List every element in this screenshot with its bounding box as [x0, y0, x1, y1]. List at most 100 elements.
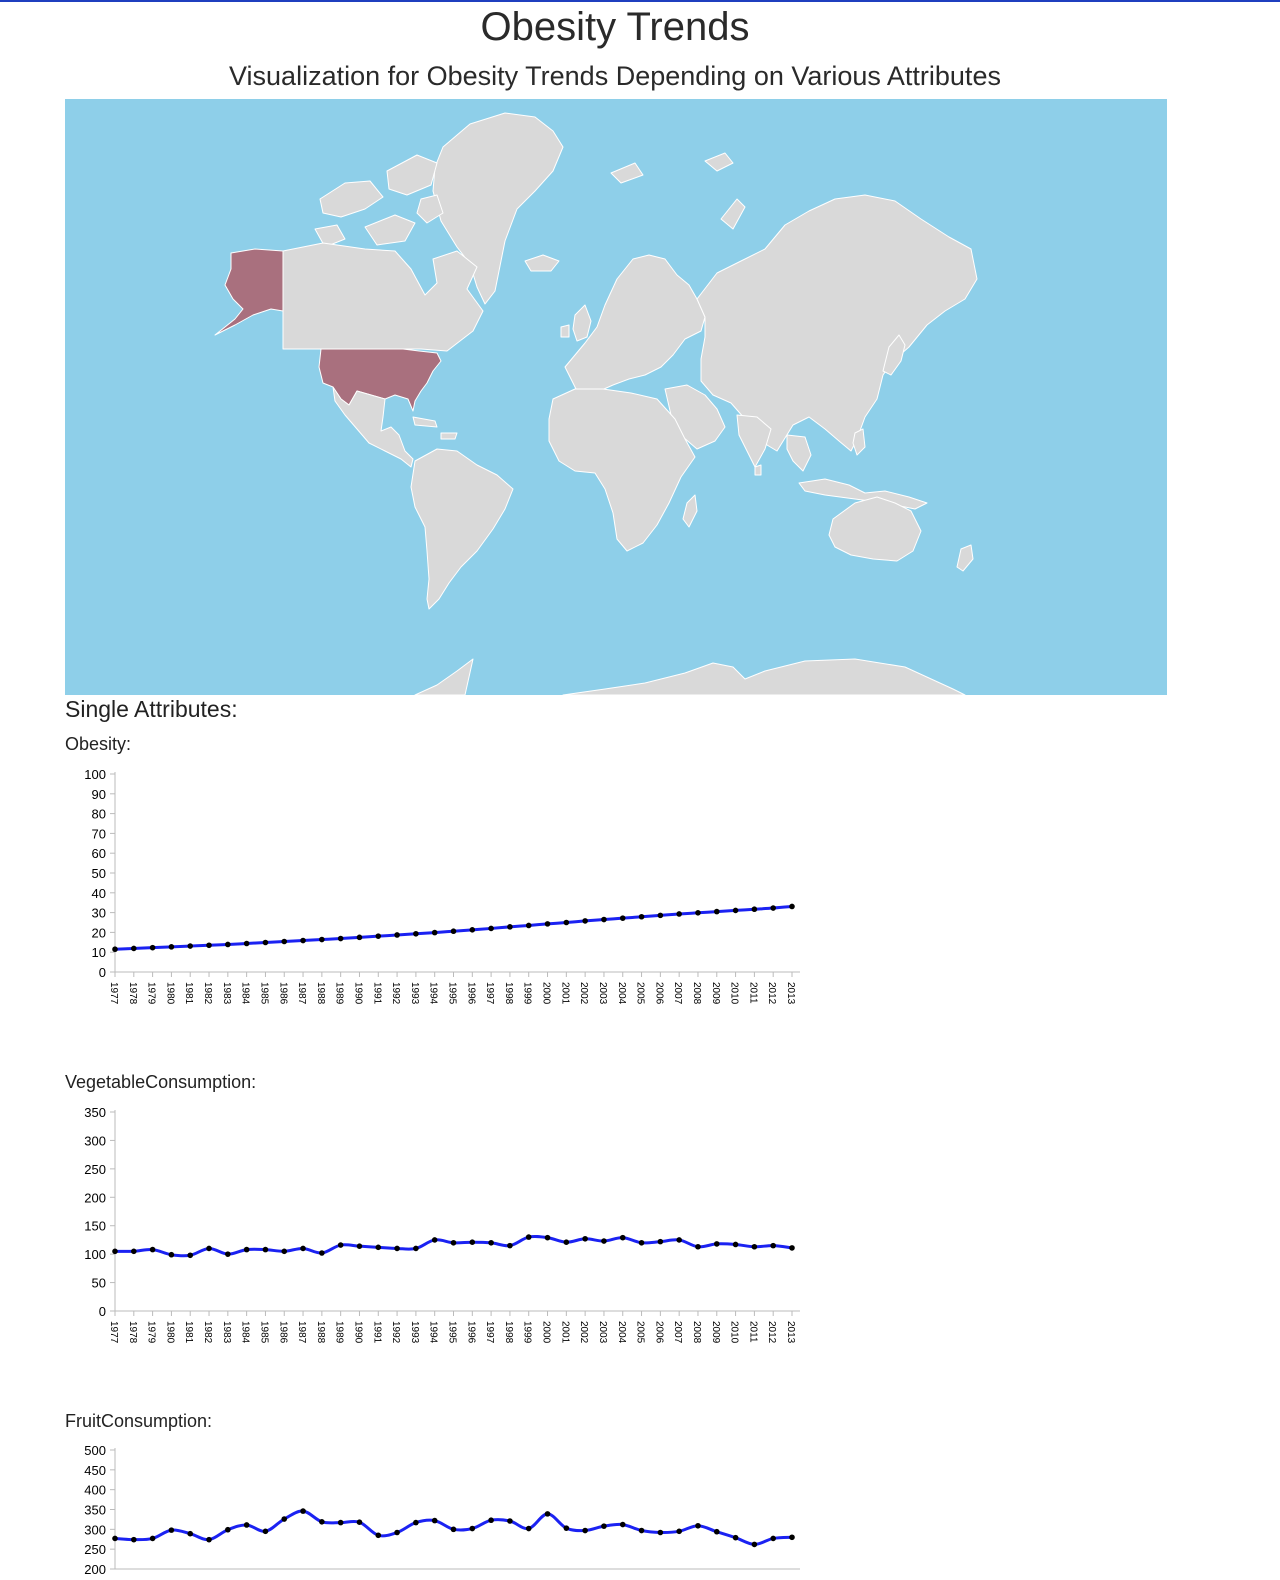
data-point-2013[interactable]: [789, 903, 795, 910]
data-point-1998[interactable]: [507, 1518, 513, 1524]
data-point-2002[interactable]: [582, 1235, 588, 1242]
data-point-2004[interactable]: [619, 1234, 626, 1241]
data-point-1981[interactable]: [187, 1530, 194, 1537]
data-point-1988[interactable]: [319, 1518, 325, 1525]
data-point-2010[interactable]: [732, 1241, 739, 1248]
data-point-2005[interactable]: [638, 913, 645, 920]
data-point-1982[interactable]: [206, 1245, 212, 1252]
data-point-2008[interactable]: [695, 1522, 701, 1529]
data-point-1988[interactable]: [319, 1250, 325, 1256]
country-mexico[interactable]: [332, 386, 414, 468]
arctic-islands[interactable]: [610, 152, 746, 230]
data-point-1985[interactable]: [262, 1528, 269, 1535]
country-new-zealand[interactable]: [956, 544, 974, 572]
data-point-1977[interactable]: [112, 1248, 118, 1255]
data-point-1987[interactable]: [300, 1508, 306, 1514]
data-point-2006[interactable]: [657, 1238, 664, 1245]
data-point-1983[interactable]: [225, 1251, 231, 1257]
data-point-1985[interactable]: [262, 1246, 269, 1253]
data-point-1999[interactable]: [525, 1525, 532, 1532]
country-australia[interactable]: [828, 496, 922, 562]
data-point-1994[interactable]: [431, 1237, 438, 1243]
country-greenland[interactable]: [432, 112, 564, 305]
data-point-2005[interactable]: [638, 1527, 645, 1534]
data-point-1997[interactable]: [488, 1239, 494, 1246]
data-point-2010[interactable]: [732, 1534, 739, 1541]
continent-south-america[interactable]: [410, 448, 514, 610]
data-point-1993[interactable]: [413, 1519, 419, 1526]
data-point-1996[interactable]: [469, 1525, 476, 1532]
data-point-2010[interactable]: [732, 907, 739, 914]
data-point-1999[interactable]: [525, 1234, 532, 1240]
data-point-1978[interactable]: [131, 945, 137, 952]
data-point-1985[interactable]: [262, 939, 269, 946]
data-point-2001[interactable]: [563, 919, 570, 926]
data-point-2001[interactable]: [563, 1239, 570, 1246]
country-iceland[interactable]: [524, 254, 560, 272]
data-point-1989[interactable]: [337, 1242, 344, 1248]
data-point-1983[interactable]: [225, 1526, 231, 1533]
data-point-2011[interactable]: [751, 1243, 758, 1250]
data-point-1991[interactable]: [375, 933, 382, 939]
data-point-1979[interactable]: [149, 1535, 156, 1542]
data-point-1980[interactable]: [168, 1527, 175, 1533]
data-point-1979[interactable]: [149, 1246, 156, 1253]
data-point-1984[interactable]: [243, 1522, 250, 1528]
data-point-1998[interactable]: [507, 924, 513, 930]
data-point-1996[interactable]: [469, 927, 476, 933]
data-point-1977[interactable]: [112, 946, 118, 953]
data-point-1995[interactable]: [450, 1239, 457, 1246]
data-point-2006[interactable]: [657, 912, 664, 919]
data-point-1982[interactable]: [206, 1536, 212, 1543]
data-point-1993[interactable]: [413, 930, 419, 937]
region-southeast-asia[interactable]: [786, 434, 928, 510]
continent-africa[interactable]: [548, 388, 696, 552]
data-point-1990[interactable]: [356, 1519, 363, 1525]
country-united-kingdom[interactable]: [560, 304, 592, 342]
data-point-1987[interactable]: [300, 937, 306, 944]
data-point-1981[interactable]: [187, 1252, 194, 1259]
data-point-2012[interactable]: [770, 1535, 776, 1542]
data-point-1991[interactable]: [375, 1532, 382, 1539]
data-point-2000[interactable]: [544, 921, 551, 927]
data-point-2003[interactable]: [601, 1523, 607, 1529]
country-madagascar[interactable]: [682, 494, 698, 528]
data-point-2005[interactable]: [638, 1239, 645, 1246]
country-philippines[interactable]: [852, 428, 866, 456]
country-canada[interactable]: [282, 242, 484, 352]
data-point-2002[interactable]: [582, 918, 588, 924]
data-point-1984[interactable]: [243, 940, 250, 947]
data-point-1995[interactable]: [450, 928, 457, 935]
data-point-1987[interactable]: [300, 1245, 306, 1252]
country-japan[interactable]: [882, 334, 906, 376]
data-point-2004[interactable]: [619, 1521, 626, 1528]
data-point-2013[interactable]: [789, 1534, 795, 1541]
data-point-2011[interactable]: [751, 1541, 758, 1548]
data-point-2009[interactable]: [713, 908, 720, 915]
data-point-2009[interactable]: [713, 1241, 720, 1247]
data-point-2002[interactable]: [582, 1527, 588, 1534]
data-point-1998[interactable]: [507, 1242, 513, 1249]
data-point-1990[interactable]: [356, 1243, 363, 1249]
data-point-2009[interactable]: [713, 1528, 720, 1535]
data-point-2007[interactable]: [676, 911, 682, 917]
country-united-states-alaska[interactable]: [214, 248, 284, 336]
data-point-2000[interactable]: [544, 1511, 551, 1517]
data-point-1978[interactable]: [131, 1536, 137, 1543]
data-point-2012[interactable]: [770, 1242, 776, 1249]
caribbean-islands[interactable]: [412, 416, 458, 440]
data-point-1992[interactable]: [394, 1245, 400, 1252]
data-point-2001[interactable]: [563, 1525, 570, 1531]
data-point-2012[interactable]: [770, 905, 776, 911]
data-point-1996[interactable]: [469, 1239, 476, 1246]
data-point-1997[interactable]: [488, 925, 494, 932]
data-point-1979[interactable]: [149, 944, 156, 951]
data-point-1997[interactable]: [488, 1517, 494, 1524]
data-point-1990[interactable]: [356, 934, 363, 941]
data-point-1978[interactable]: [131, 1248, 137, 1255]
data-point-1977[interactable]: [112, 1535, 118, 1542]
data-point-2013[interactable]: [789, 1245, 795, 1251]
country-canada-islands[interactable]: [314, 154, 444, 248]
data-point-1986[interactable]: [281, 1516, 288, 1522]
data-point-2000[interactable]: [544, 1234, 551, 1241]
